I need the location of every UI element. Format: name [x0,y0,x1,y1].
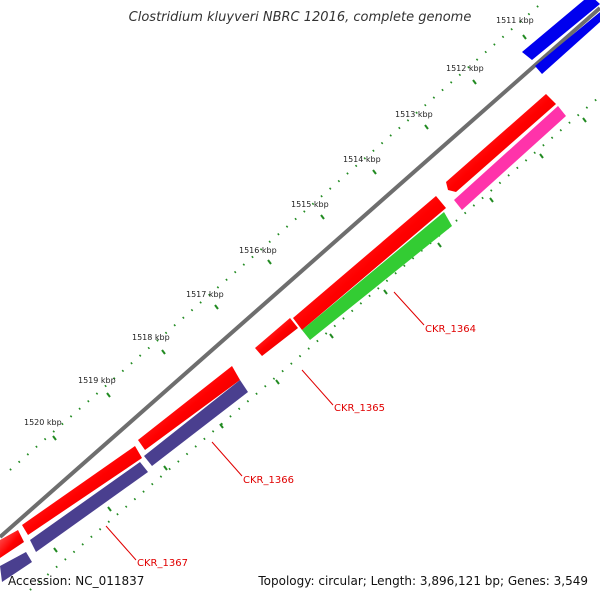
tick-label-1513: 1513 kbp [395,110,433,119]
cds-arrow-2 [293,196,446,330]
tick-label-1514: 1514 kbp [343,155,381,164]
cds-arrow-3 [255,318,298,356]
tick-mark [522,34,527,40]
tick-marks [52,34,587,553]
tick-label-1518: 1518 kbp [132,333,170,342]
genome-backbone [0,6,600,539]
accession-text: Accession: NC_011837 [8,574,145,588]
purple-track-2 [30,462,148,552]
tick-mark [320,214,325,220]
tick-dots-inner [29,97,599,591]
gene-label-ckr-1366[interactable]: CKR_1366 [243,475,294,486]
tick-mark [161,349,166,355]
gene-label-ckr-1367[interactable]: CKR_1367 [137,558,188,569]
tick-mark [424,124,429,130]
tick-label-1520: 1520 kbp [24,418,62,427]
tick-mark [214,304,219,310]
blue-track-1 [522,0,600,60]
tick-mark [329,333,334,339]
tick-mark [539,153,544,159]
leader-ckr-1366 [211,441,243,477]
tick-mark [163,465,168,471]
map-title: Clostridium kluyveri NBRC 12016, complet… [128,10,472,25]
tick-mark [267,259,272,265]
cds-arrow-1 [446,94,556,192]
tick-label-1519: 1519 kbp [78,376,116,385]
tick-mark [52,435,57,441]
tick-label-1517: 1517 kbp [186,290,224,299]
tick-mark [437,242,442,248]
tick-mark [275,379,280,385]
tick-mark [489,197,494,203]
tick-mark [383,289,388,295]
genome-summary-text: Topology: circular; Length: 3,896,121 bp… [258,574,588,588]
tick-mark [53,547,58,553]
tick-label-1511: 1511 kbp [496,16,534,25]
purple-track-1 [144,380,248,466]
tick-mark [582,117,587,123]
tick-mark [107,506,112,512]
tick-mark [472,79,477,85]
gene-label-ckr-1365[interactable]: CKR_1365 [334,403,385,414]
tick-mark [106,392,111,398]
leader-ckr-1364 [393,291,425,326]
blue-track-2 [535,12,600,74]
cds-arrow-4 [138,366,240,450]
leader-ckr-1365 [301,369,334,406]
purple-track-3 [0,552,32,582]
tick-label-1512: 1512 kbp [446,64,484,73]
tick-label-1515: 1515 kbp [291,200,329,209]
magenta-track [454,106,566,210]
gene-label-ckr-1364[interactable]: CKR_1364 [425,324,476,335]
tick-mark [372,169,377,175]
cds-arrow-6 [0,530,24,558]
tick-mark [219,423,224,429]
tick-label-1516: 1516 kbp [239,246,277,255]
cds-arrow-5 [22,446,142,535]
leader-ckr-1367 [105,525,137,561]
green-track [302,212,452,340]
